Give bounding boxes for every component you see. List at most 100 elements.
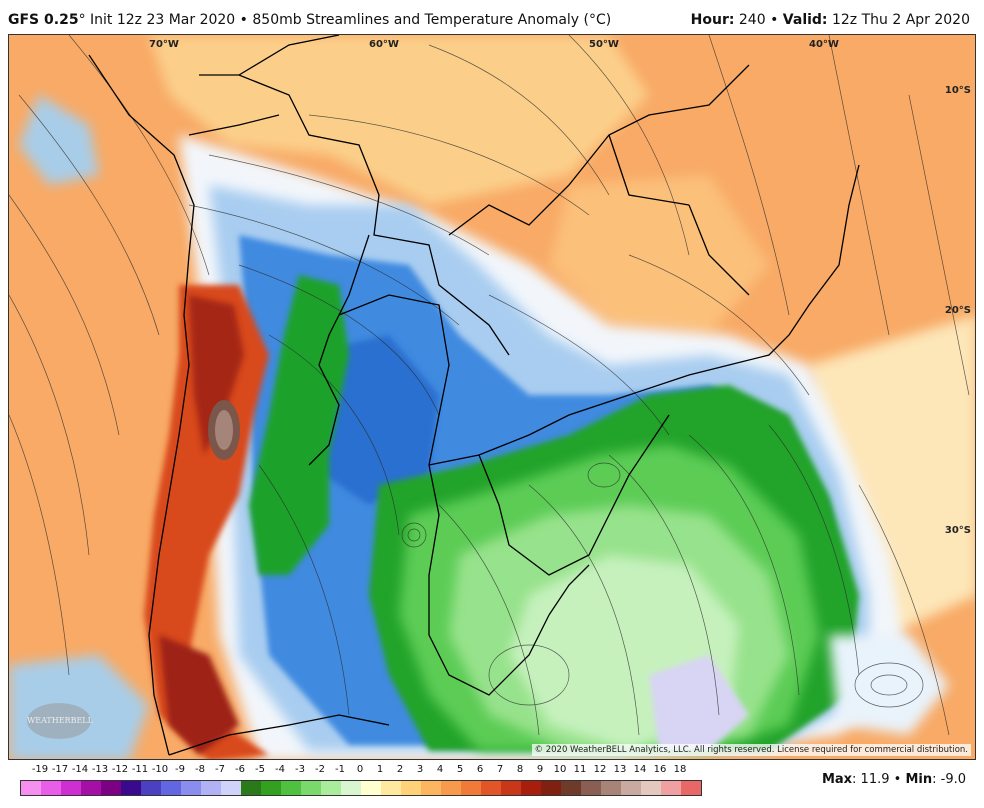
legend-swatch: [321, 781, 341, 795]
legend-tick-label: -8: [195, 764, 205, 775]
legend-swatch: [501, 781, 521, 795]
lon-label-70w: 70°W: [149, 39, 179, 50]
legend-swatch: [601, 781, 621, 795]
legend-color-bar: [20, 780, 702, 796]
legend-tick-label: -1: [335, 764, 345, 775]
legend-swatch: [161, 781, 181, 795]
legend-swatch: [381, 781, 401, 795]
legend-tick-label: 8: [516, 764, 524, 775]
legend-swatch: [61, 781, 81, 795]
legend-swatch: [541, 781, 561, 795]
valid-value: 12z Thu 2 Apr 2020: [827, 12, 970, 28]
max-label: Max: [821, 772, 853, 787]
legend-swatch: [681, 781, 701, 795]
legend-tick-label: -13: [91, 764, 109, 775]
legend-tick-label: 7: [496, 764, 504, 775]
legend-tick-label: 3: [416, 764, 424, 775]
legend-swatch: [261, 781, 281, 795]
legend-swatch: [401, 781, 421, 795]
legend-swatch: [121, 781, 141, 795]
legend-tick-label: 6: [476, 764, 484, 775]
legend-swatch: [661, 781, 681, 795]
map-title: GFS 0.25° Init 12z 23 Mar 2020 • 850mb S…: [8, 12, 612, 28]
legend-tick-label: -7: [215, 764, 225, 775]
legend-tick-label: -12: [111, 764, 129, 775]
legend-swatch: [181, 781, 201, 795]
map-canvas: [9, 35, 975, 759]
init-time: Init 12z 23 Mar 2020: [85, 12, 236, 28]
legend-swatch: [561, 781, 581, 795]
valid-label: Valid:: [782, 12, 828, 28]
product-name: 850mb Streamlines and Temperature Anomal…: [252, 12, 612, 28]
legend-swatch: [81, 781, 101, 795]
legend-tick-label: -19: [31, 764, 49, 775]
lon-label-40w: 40°W: [809, 39, 839, 50]
legend-swatch: [221, 781, 241, 795]
lat-label-10s: 10°S: [944, 85, 971, 96]
weather-map[interactable]: 70°W 60°W 50°W 40°W 10°S 20°S 30°S WEATH…: [8, 34, 976, 760]
legend-tick-label: -2: [315, 764, 325, 775]
warm-anomaly-andes: [144, 285, 269, 759]
lon-label-60w: 60°W: [369, 39, 399, 50]
legend-swatch: [361, 781, 381, 795]
legend-tick-label: -3: [295, 764, 305, 775]
legend-tick-label: 0: [356, 764, 364, 775]
legend-swatch: [141, 781, 161, 795]
legend-tick-label: -9: [175, 764, 185, 775]
legend-tick-label: 18: [673, 764, 687, 775]
valid-time: Hour: 240 • Valid: 12z Thu 2 Apr 2020: [690, 12, 970, 28]
legend-tick-label: 5: [456, 764, 464, 775]
legend-tick-label: 16: [653, 764, 667, 775]
legend-swatch: [101, 781, 121, 795]
legend-tick-label: -4: [275, 764, 285, 775]
legend-swatch: [481, 781, 501, 795]
degree-mark: °: [78, 12, 86, 28]
copyright-notice: © 2020 WeatherBELL Analytics, LLC. All r…: [531, 744, 971, 756]
legend-swatch: [41, 781, 61, 795]
legend-swatch: [21, 781, 41, 795]
country-borders: [88, 35, 860, 756]
field-stats: Max: 11.9 • Min: -9.0: [821, 772, 966, 787]
legend-tick-label: -10: [151, 764, 169, 775]
legend-tick-label: -6: [235, 764, 245, 775]
legend-tick-label: -5: [255, 764, 265, 775]
weatherbell-logo: WEATHERBELL: [27, 703, 93, 739]
legend-tick-label: 14: [633, 764, 647, 775]
model-name: GFS 0.25: [8, 12, 79, 28]
max-value: : 11.9: [852, 772, 890, 787]
legend-swatch: [421, 781, 441, 795]
legend-tick-label: -14: [71, 764, 89, 775]
legend-tick-label: -11: [131, 764, 149, 775]
lat-label-20s: 20°S: [944, 305, 971, 316]
legend-tick-label: 11: [573, 764, 587, 775]
legend-swatch: [301, 781, 321, 795]
legend-swatch: [441, 781, 461, 795]
legend-tick-label: 9: [536, 764, 544, 775]
legend-tick-label: 13: [613, 764, 627, 775]
hour-label: Hour:: [690, 12, 735, 28]
mild-warm-region: [149, 35, 649, 205]
legend-swatch: [641, 781, 661, 795]
map-header: GFS 0.25° Init 12z 23 Mar 2020 • 850mb S…: [0, 0, 984, 34]
min-label: Min: [905, 772, 933, 787]
legend-swatch: [581, 781, 601, 795]
legend-tick-label: 12: [593, 764, 607, 775]
legend-tick-label: 1: [376, 764, 384, 775]
legend-swatch: [201, 781, 221, 795]
legend-swatch: [281, 781, 301, 795]
legend-swatch: [521, 781, 541, 795]
legend-tick-label: 2: [396, 764, 404, 775]
legend-tick-label: 10: [553, 764, 567, 775]
lon-label-50w: 50°W: [589, 39, 619, 50]
legend-swatch: [621, 781, 641, 795]
legend-labels: -19 -17 -14 -13 -12 -11 -10 -9 -8 -7 -6 -5 -4 -3 -2 -1 0…: [20, 764, 702, 778]
lat-label-30s: 30°S: [944, 525, 971, 536]
hour-value: 240: [734, 12, 766, 28]
legend-swatch: [241, 781, 261, 795]
cold-anomaly-lavender: [649, 655, 749, 751]
legend-swatch: [341, 781, 361, 795]
legend-tick-label: 4: [436, 764, 444, 775]
legend-swatch: [461, 781, 481, 795]
legend-tick-label: -17: [51, 764, 69, 775]
min-value: : -9.0: [932, 772, 966, 787]
